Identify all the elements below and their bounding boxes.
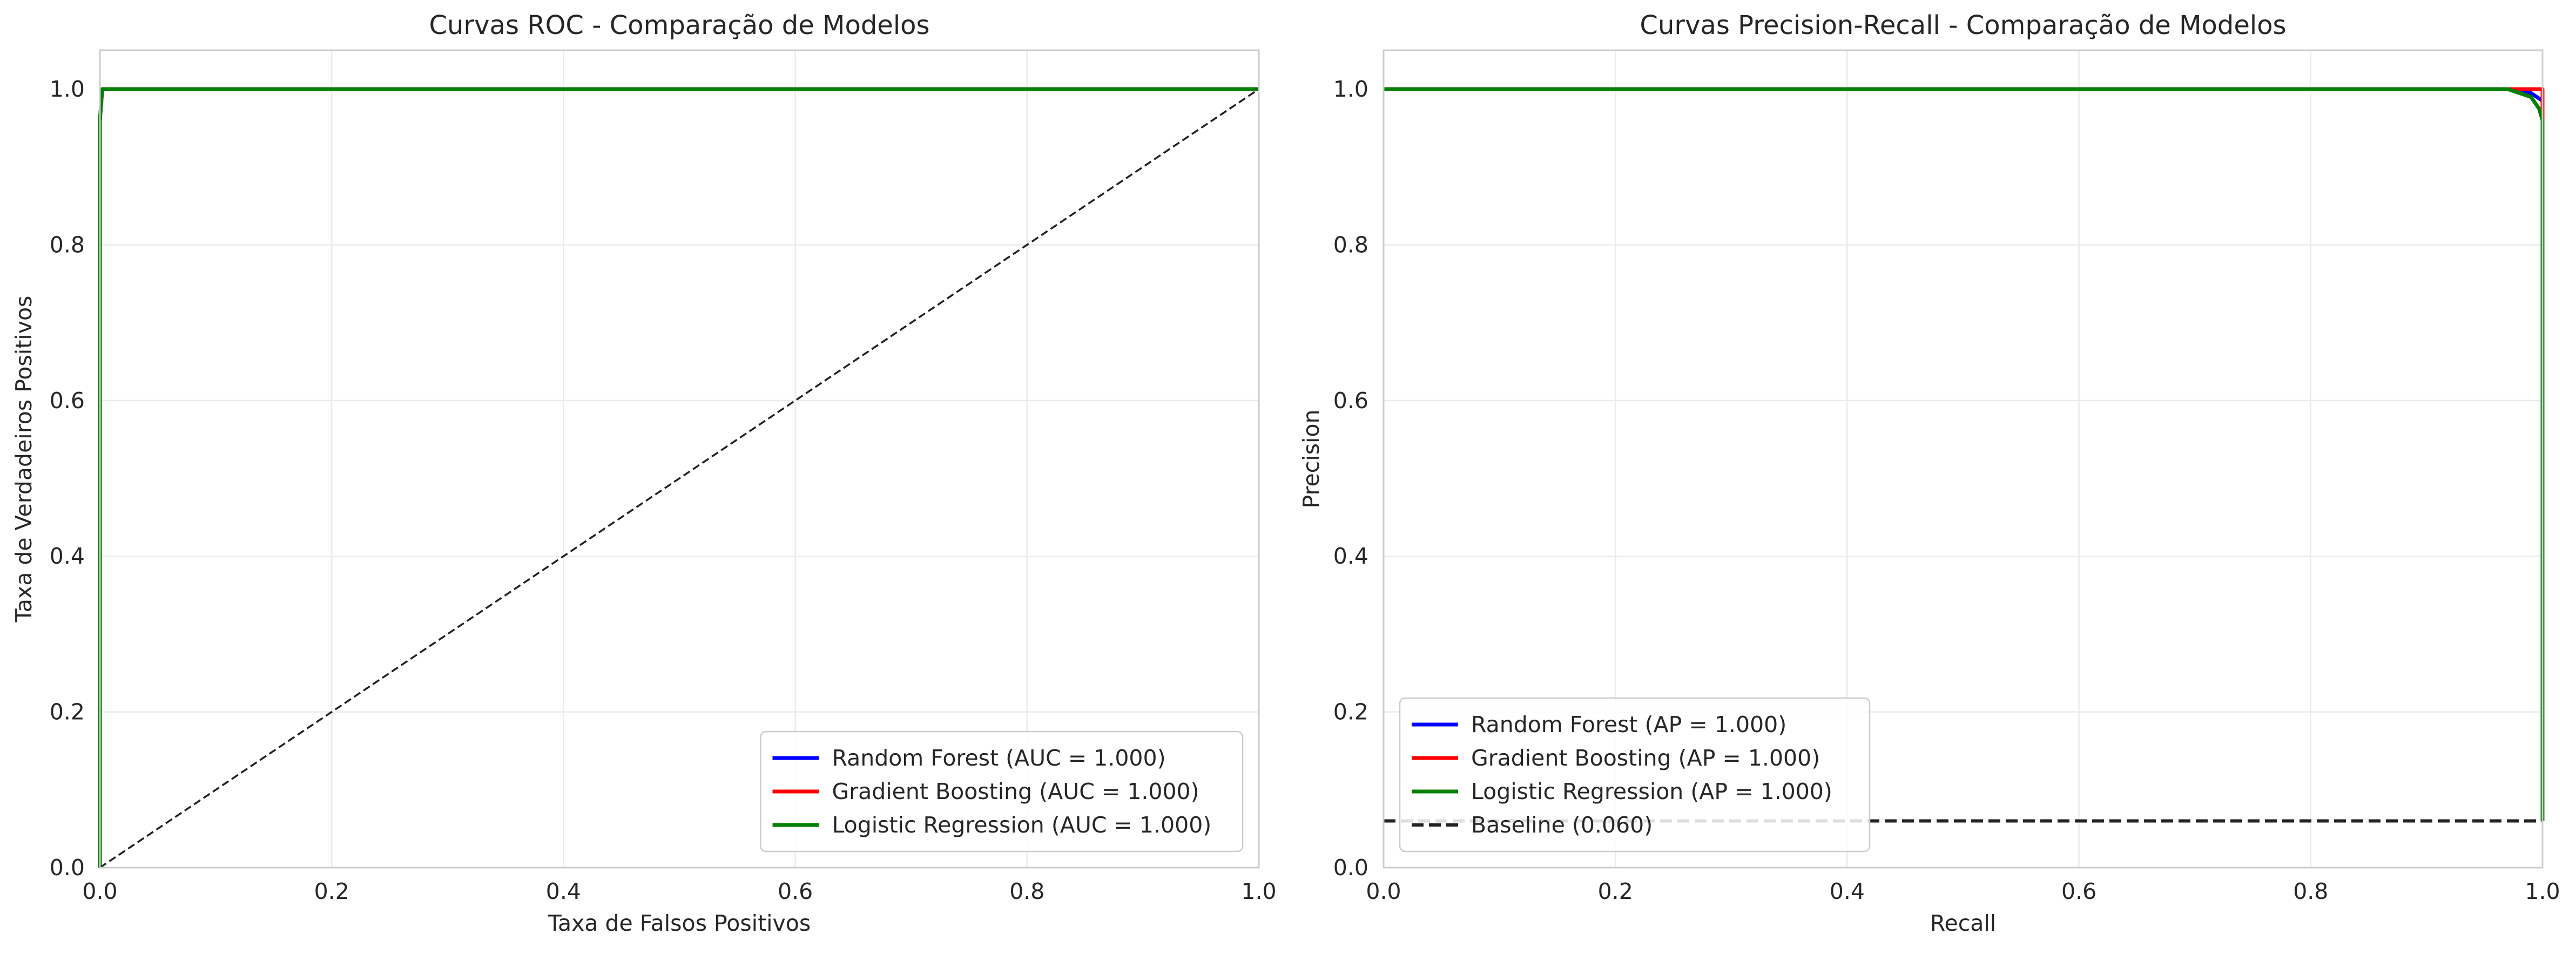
pr-y-tick-label: 0.4 [1333,543,1368,569]
pr-y-tick-label: 0.8 [1333,232,1368,258]
roc-legend-label: Random Forest (AUC = 1.000) [832,745,1166,771]
roc-x-tick-label: 0.0 [82,878,117,904]
roc-x-tick-label: 1.0 [1241,878,1276,904]
roc-y-tick-label: 0.6 [50,388,85,414]
pr-legend-label: Gradient Boosting (AP = 1.000) [1471,745,1820,771]
roc-x-tick-label: 0.6 [778,878,813,904]
roc-plot-frame [99,49,1260,869]
pr-x-tick-label: 0.6 [2061,878,2096,904]
pr-panel: 0.0 0.2 0.4 0.6 0.8 1.0 0.0 0.2 0.4 0.6 0.8 1.0 Cur… [1298,10,2560,936]
pr-ticks: 0.0 0.2 0.4 0.6 0.8 1.0 0.0 0.2 0.4 0.6 0.8 1.0 [1333,76,2560,904]
pr-legend-box [1399,697,1871,852]
pr-y-axis-label: Precision [1298,410,1324,509]
roc-y-tick-label: 0.2 [50,699,85,725]
roc-legend: Random Forest (AUC = 1.000) Gradient Boos… [760,730,1244,852]
pr-x-tick-label: 0.8 [2293,878,2328,904]
pr-x-tick-label: 0.0 [1366,878,1401,904]
pr-y-tick-label: 1.0 [1333,76,1368,102]
pr-legend-label: Logistic Regression (AP = 1.000) [1471,779,1832,804]
pr-x-axis-label: Recall [1930,910,1996,936]
roc-series-line-diagonal-reference [99,88,1259,869]
pr-y-tick-label: 0.2 [1333,699,1368,725]
roc-x-axis-label: Taxa de Falsos Positivos [548,910,811,936]
roc-y-tick-label: 0.4 [50,543,85,569]
roc-legend-box [760,730,1244,852]
pr-plot-frame [1383,49,2544,869]
roc-y-axis-label: Taxa de Verdadeiros Positivos [11,296,37,623]
roc-legend-label: Logistic Regression (AUC = 1.000) [832,812,1212,838]
pr-legend-label: Baseline (0.060) [1471,812,1653,838]
roc-y-tick-label: 0.0 [50,855,85,881]
roc-x-tick-label: 0.2 [314,878,349,904]
pr-title: Curvas Precision-Recall - Comparação de … [1640,10,2286,40]
roc-legend-label: Gradient Boosting (AUC = 1.000) [832,779,1199,804]
pr-legend: Random Forest (AP = 1.000) Gradient Boost… [1399,697,1871,852]
roc-panel: 0.0 0.2 0.4 0.6 0.8 1.0 0.0 0.2 0.4 0.6 0.8 1.0 Cur… [11,10,1277,936]
roc-x-tick-label: 0.4 [546,878,581,904]
pr-legend-label: Random Forest (AP = 1.000) [1471,712,1786,738]
pr-y-tick-label: 0.6 [1333,388,1368,414]
pr-y-tick-label: 0.0 [1333,855,1368,881]
roc-x-tick-label: 0.8 [1009,878,1044,904]
pr-x-tick-label: 0.2 [1598,878,1633,904]
roc-y-tick-label: 1.0 [50,76,85,102]
pr-x-tick-label: 1.0 [2525,878,2560,904]
roc-y-tick-label: 0.8 [50,232,85,258]
pr-x-tick-label: 0.4 [1830,878,1865,904]
roc-ticks: 0.0 0.2 0.4 0.6 0.8 1.0 0.0 0.2 0.4 0.6 0.8 1.0 [50,76,1277,904]
roc-title: Curvas ROC - Comparação de Modelos [429,10,929,40]
